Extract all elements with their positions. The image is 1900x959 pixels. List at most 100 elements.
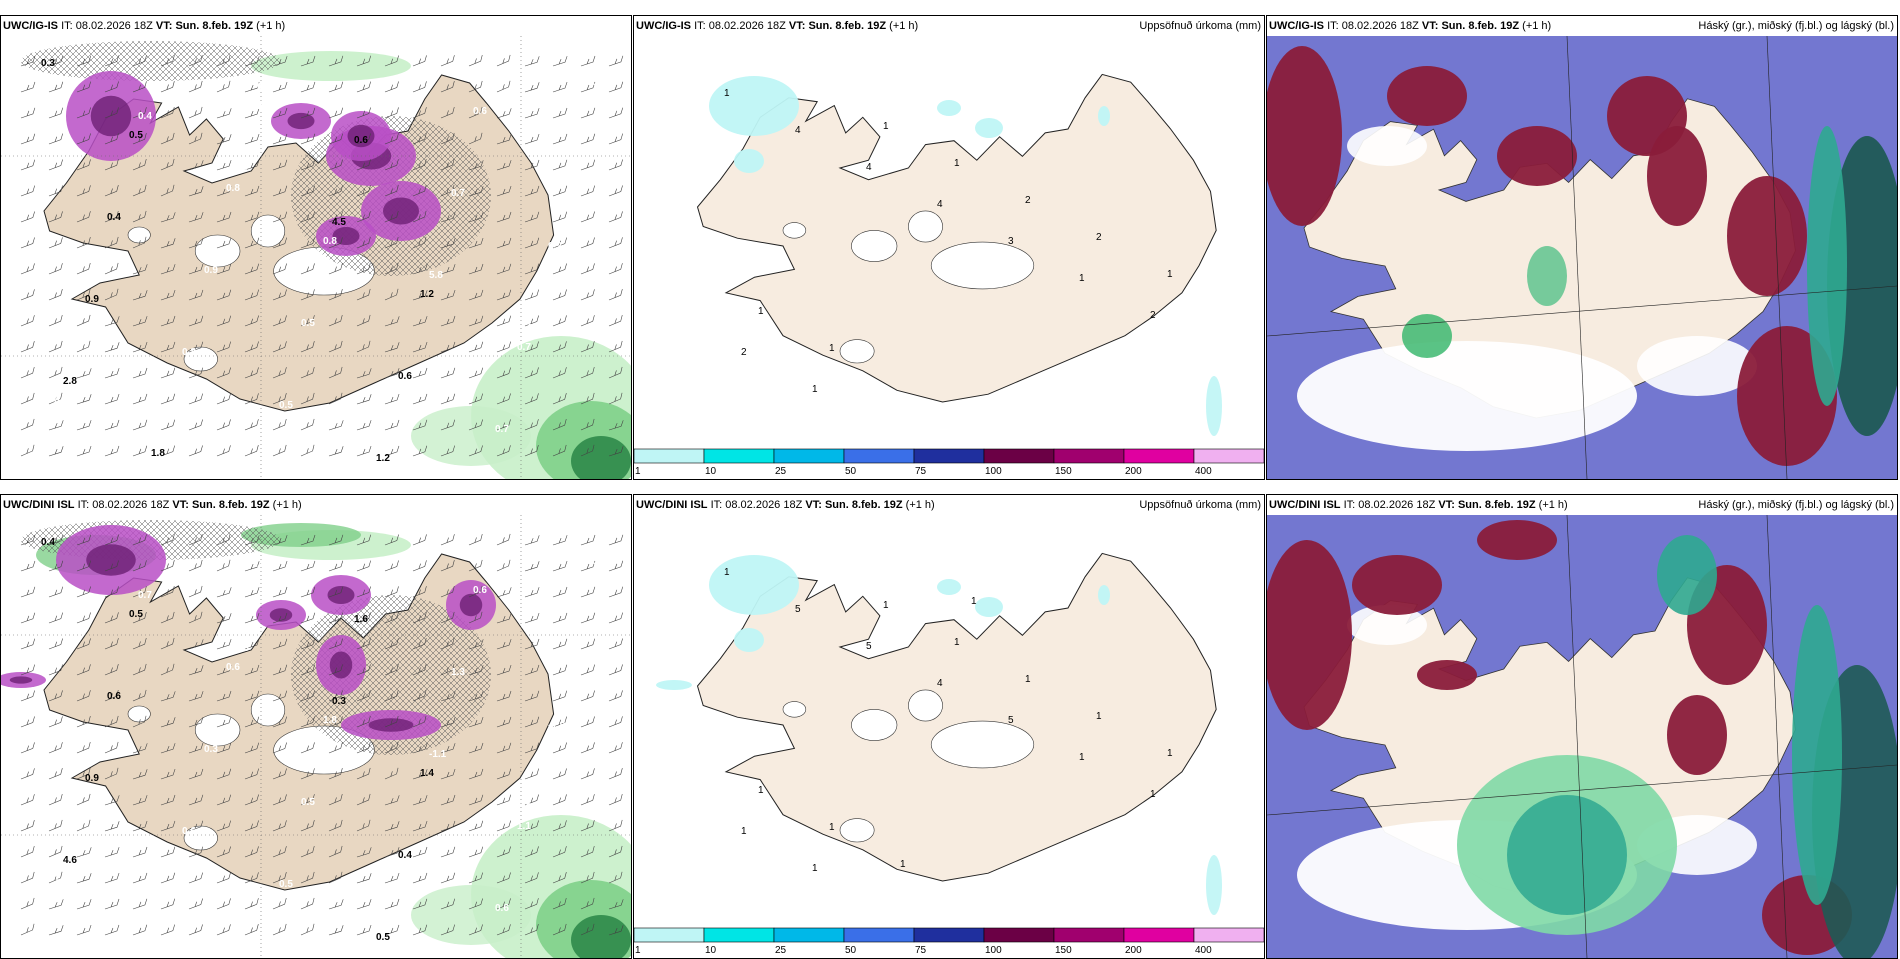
wind-barb [412,236,427,249]
purple-precip-core [327,586,355,604]
glacier [250,214,286,248]
precip-value-label: 0.9 [85,773,99,784]
purple-precip-core [332,227,360,245]
wind-barb [132,846,148,858]
wind-barb [552,81,568,93]
accum-precip-area [1098,106,1110,126]
wind-barb [440,445,455,457]
wind-barb [76,159,91,171]
wind-barb [300,55,316,67]
wind-barb [580,418,595,431]
wind-barb [608,81,624,93]
high-cloud-area [1477,520,1557,560]
wind-barb [188,794,204,806]
wind-barb [524,159,540,171]
wind-barb [48,133,63,145]
wind-barb [300,638,316,650]
wind-barb [328,534,344,546]
panel-2-accum-precip: UWC/IG-IS IT: 08.02.2026 18Z VT: Sun. 8.… [633,15,1265,480]
grid-line [1766,515,1788,958]
colorbar-swatch [634,927,705,943]
low-cloud-area [1792,605,1842,905]
wind-barb [356,81,371,93]
wind-barb [524,820,539,832]
colorbar-swatch [983,448,1055,464]
green-precip-area [411,406,531,466]
wind-barb [328,107,344,119]
wind-barb [412,81,427,93]
wind-barb [440,924,455,936]
wind-barb [440,419,456,431]
wind-barb [384,586,399,598]
wind-barb [300,871,315,884]
wind-barb [580,560,596,572]
wind-barb [440,289,456,301]
wind-barb [608,742,623,754]
wind-barb [328,340,343,353]
wind-barb [76,767,91,780]
wind-barb [496,768,512,780]
wind-barb [356,420,372,431]
wind-barb [244,419,259,431]
wind-barb [20,716,35,728]
clear-sky-area [1347,126,1427,166]
wind-barb [468,419,483,431]
wind-barb [48,55,64,67]
wind-barb [48,81,64,93]
wind-barb [76,81,91,93]
wind-barb [188,160,204,171]
wind-barb [384,560,399,572]
high-cloud-area [1267,540,1352,730]
wind-barb [384,288,399,301]
precip-value-label: 2.8 [63,376,77,387]
wind-barb [104,664,119,676]
wind-barb [440,106,455,119]
wind-barb [132,743,148,754]
wind-barb [188,611,203,624]
wind-barb [580,185,595,197]
wind-barb [188,106,203,119]
panel-4-precip-wind: UWC/DINI ISL IT: 08.02.2026 18Z VT: Sun.… [0,494,632,959]
wind-barb [384,55,399,67]
panel-5-accum-precip: UWC/DINI ISL IT: 08.02.2026 18Z VT: Sun.… [633,494,1265,959]
wind-barb [468,872,483,884]
wind-barb [440,341,456,353]
it-label: IT: [1343,499,1356,511]
wind-barb [412,133,427,145]
wind-barb [132,924,148,936]
wind-barb [20,341,35,353]
wind-barb [580,638,596,650]
wind-barb [272,638,288,650]
wind-barb [104,393,120,405]
wind-barb [384,316,400,327]
wind-barb [356,368,372,379]
wind-barb [552,393,567,405]
wind-barb [216,289,232,301]
wind-barb [328,871,343,884]
accum-value-label: 4 [937,678,943,689]
wind-barb [160,367,176,379]
wind-barb [552,664,568,676]
wind-barb [552,897,567,910]
it-value: 08.02.2026 18Z [75,20,153,32]
accum-precip-area [975,597,1003,617]
wind-barb [608,845,623,858]
wind-barb [188,691,204,702]
wind-barb [580,341,595,353]
wind-barb [48,366,63,379]
precip-value-label: 0.4 [41,537,55,548]
wind-barb [76,55,92,67]
accum-value-label: 4 [937,199,943,210]
wind-barb [608,289,623,301]
wind-barb [384,419,400,431]
wind-barb [608,871,623,884]
wind-barb [76,847,92,858]
wind-barb [216,639,232,650]
wind-barb [104,872,120,884]
wind-barb [384,262,399,275]
high-cloud-area [1647,126,1707,226]
precip-value-label: 0.5 [376,932,390,943]
wind-barb [468,289,484,301]
lead-time: (+1 h) [1522,20,1552,32]
wind-barb [552,341,567,353]
